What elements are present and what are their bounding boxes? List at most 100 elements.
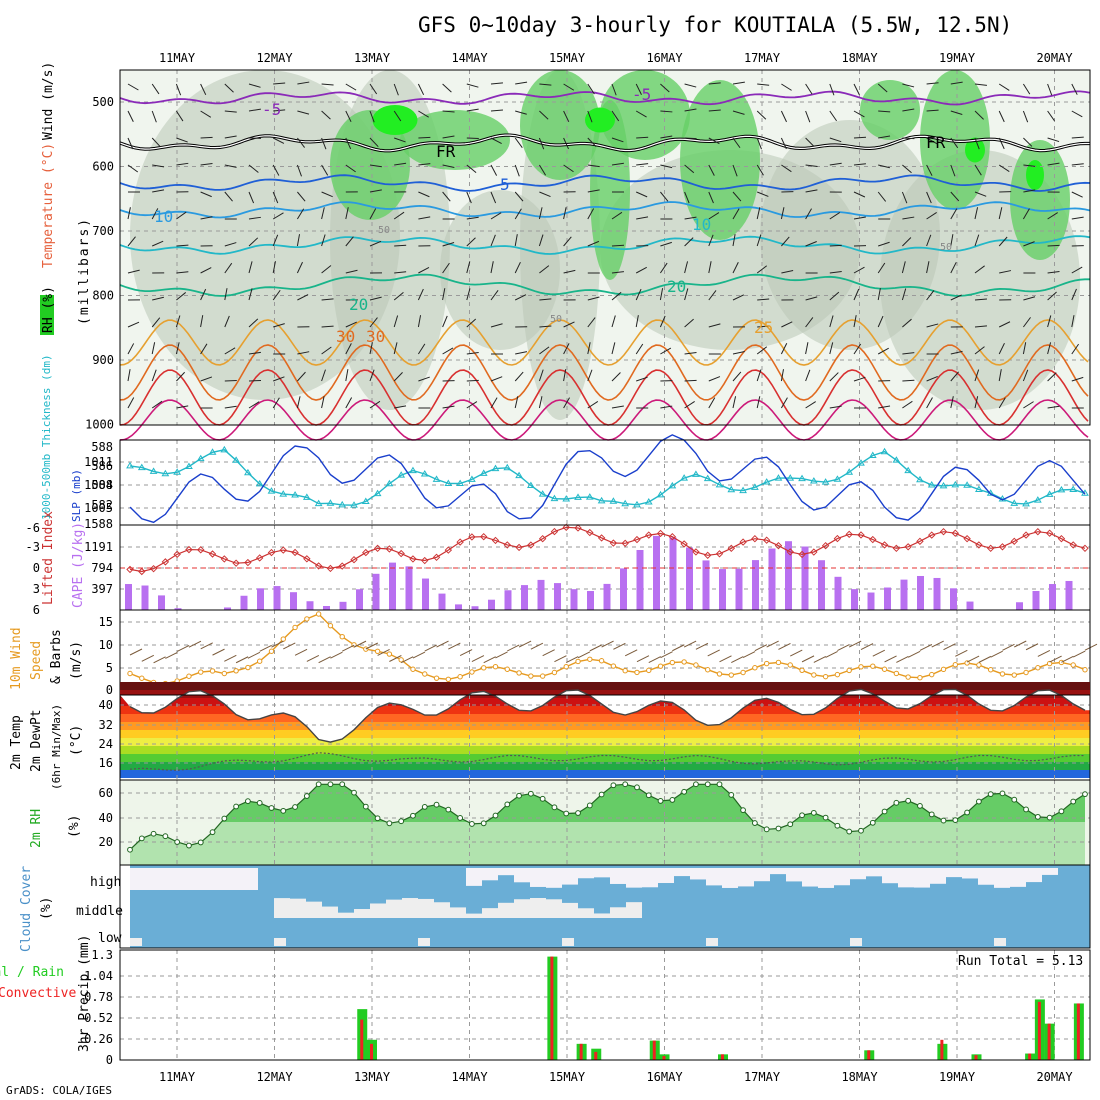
rh2m-point <box>728 792 735 798</box>
cloud-mid-clear <box>418 898 434 918</box>
rh2m-point <box>598 791 605 798</box>
wind-barb <box>732 110 745 115</box>
surface-wind-barb <box>660 651 673 659</box>
wind-barb <box>611 291 622 301</box>
rh2m-tick: 40 <box>99 811 113 825</box>
wind-barb <box>611 315 616 328</box>
cape-bar <box>950 588 957 610</box>
precip-conv-label: Convective <box>0 986 76 1001</box>
rh2m-point <box>740 807 746 814</box>
slp-tick: 1011 <box>84 455 113 469</box>
cape-panel: -6 -3 0 3 6 1191 794 397 Lifted Index CAPE (J/k… <box>26 511 1091 617</box>
wind-barb <box>998 369 1002 382</box>
rh-green-region <box>400 110 510 170</box>
cloud-mid-clear <box>402 898 418 918</box>
surface-wind-barb <box>188 640 202 648</box>
wind-barb <box>829 291 840 301</box>
contour-label: 30 <box>336 327 355 346</box>
wind-barb <box>998 207 1003 220</box>
wind-barb <box>660 405 673 409</box>
wind-barb <box>176 137 188 143</box>
wind-barb <box>563 269 576 274</box>
rh2m-point <box>928 811 935 818</box>
wind-barb <box>708 261 712 274</box>
wind-barb <box>974 207 979 220</box>
thickness-line-point <box>857 459 865 466</box>
rh2m-point <box>834 822 841 829</box>
wind-barb <box>1047 162 1060 166</box>
rh2m-point <box>799 812 805 819</box>
contour-label: 50 <box>940 242 952 253</box>
wind-barb <box>321 164 329 176</box>
rh2m-point <box>268 805 275 811</box>
cape-bar <box>1065 580 1073 610</box>
wind-barb <box>345 343 352 355</box>
thickness-line-point <box>185 462 193 469</box>
surface-wind-barb <box>1072 650 1086 658</box>
wind-barb <box>393 110 402 122</box>
wind-barb <box>950 208 958 220</box>
lifted-index-point <box>774 541 783 550</box>
wind-barb <box>514 137 523 148</box>
precip-panel: 1.3 1.04 0.78 0.52 0.26 0 Run Total = 5.13 3h… <box>0 935 1091 1067</box>
lifted-index-point <box>397 549 405 558</box>
wind-barb <box>611 372 621 382</box>
cape-bar <box>653 535 660 610</box>
wind-barb <box>829 315 834 328</box>
lifted-index-point <box>786 548 794 556</box>
pressure-tick-label: 700 <box>92 224 114 238</box>
wind-speed-line-point <box>563 663 569 670</box>
cape-bar <box>686 547 693 610</box>
wind-barb <box>152 189 165 193</box>
lifted-index-point <box>385 545 394 553</box>
wind-barb <box>151 240 164 247</box>
cloud-mid-clear <box>274 898 290 918</box>
cloud-low-clear <box>850 938 862 946</box>
cloud-high-clear <box>978 868 994 885</box>
cape-bar <box>356 589 363 610</box>
wind-speed-line-point <box>198 669 204 675</box>
wind-barb <box>272 191 279 204</box>
thickness-line-point <box>680 474 689 481</box>
rh2m-point <box>586 802 593 809</box>
wind-barb <box>1047 315 1052 328</box>
precip-conv-bar <box>940 1039 944 1060</box>
temp-color-band <box>120 722 1090 730</box>
wind-barb <box>394 137 406 143</box>
rh2m-point <box>315 781 322 788</box>
wind-barb <box>466 83 479 88</box>
wind-speed-line-point <box>693 662 699 668</box>
wind-barb <box>901 261 906 274</box>
temp-color-band <box>120 714 1090 722</box>
surface-wind-barb <box>1049 655 1062 663</box>
wind-barb <box>587 189 600 193</box>
wind-barb <box>611 137 624 143</box>
surface-wind-barb <box>459 649 473 656</box>
wind-barb <box>539 325 552 328</box>
thickness-line-point <box>574 493 582 500</box>
surface-wind-barb <box>377 648 390 656</box>
thickness-line-point <box>361 497 370 504</box>
wind-barb <box>394 162 407 166</box>
lifted-index-point <box>998 543 1007 551</box>
wind-barb <box>950 350 963 355</box>
top-date-label: 12MAY <box>256 51 293 65</box>
cloud-mid-clear <box>530 898 546 918</box>
wind-barb <box>805 83 813 95</box>
surface-wind-barb <box>707 649 720 657</box>
wind-barb <box>732 137 741 149</box>
thickness-line-point <box>432 475 441 482</box>
rh2m-point <box>964 809 970 816</box>
wind-barb <box>321 110 331 120</box>
thickness-line-point <box>302 493 311 500</box>
cloud-high-clear <box>514 868 530 883</box>
wind-speed-line-point <box>539 673 546 679</box>
cloud-high-clear <box>882 868 898 884</box>
wind-barb <box>224 164 237 168</box>
rh2m-point <box>292 804 298 810</box>
wind-barb <box>176 405 189 409</box>
wind-barb <box>1022 317 1031 328</box>
wind-barb <box>466 164 477 173</box>
wind-barb <box>224 405 237 409</box>
wind-barb <box>224 83 234 93</box>
